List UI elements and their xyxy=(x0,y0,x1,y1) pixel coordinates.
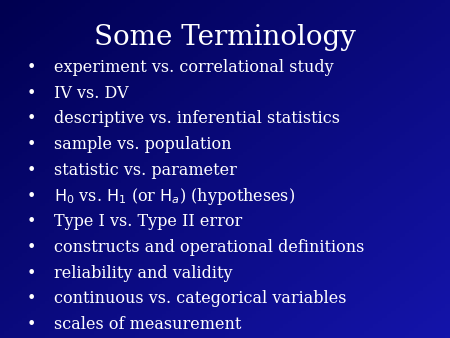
Text: statistic vs. parameter: statistic vs. parameter xyxy=(54,162,237,179)
Text: •: • xyxy=(27,291,36,306)
Text: constructs and operational definitions: constructs and operational definitions xyxy=(54,239,364,256)
Text: •: • xyxy=(27,214,36,229)
Text: scales of measurement: scales of measurement xyxy=(54,316,241,333)
Text: reliability and validity: reliability and validity xyxy=(54,265,233,282)
Text: $\mathrm{H}_0$ vs. $\mathrm{H}_1$ (or $\mathrm{H}_a$) (hypotheses): $\mathrm{H}_0$ vs. $\mathrm{H}_1$ (or $\… xyxy=(54,186,295,207)
Text: •: • xyxy=(27,112,36,126)
Text: •: • xyxy=(27,60,36,75)
Text: sample vs. population: sample vs. population xyxy=(54,136,231,153)
Text: •: • xyxy=(27,266,36,281)
Text: •: • xyxy=(27,189,36,203)
Text: •: • xyxy=(27,163,36,178)
Text: experiment vs. correlational study: experiment vs. correlational study xyxy=(54,59,333,76)
Text: Type I vs. Type II error: Type I vs. Type II error xyxy=(54,213,242,230)
Text: IV vs. DV: IV vs. DV xyxy=(54,85,129,102)
Text: •: • xyxy=(27,240,36,255)
Text: Some Terminology: Some Terminology xyxy=(94,24,356,51)
Text: •: • xyxy=(27,137,36,152)
Text: •: • xyxy=(27,86,36,101)
Text: •: • xyxy=(27,317,36,332)
Text: descriptive vs. inferential statistics: descriptive vs. inferential statistics xyxy=(54,111,340,127)
Text: continuous vs. categorical variables: continuous vs. categorical variables xyxy=(54,290,346,307)
